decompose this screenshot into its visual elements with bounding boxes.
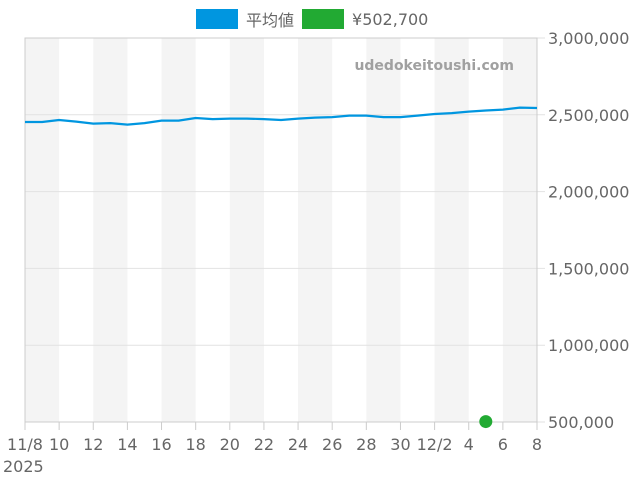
x-tick-label: 4 xyxy=(464,435,474,454)
y-axis: 3,000,000 2,500,000 2,000,000 1,500,000 1,00… xyxy=(548,29,629,432)
background-band xyxy=(229,38,264,422)
y-tick-label: 3,000,000 xyxy=(548,29,629,48)
average-price-line[interactable] xyxy=(25,106,538,126)
background-band xyxy=(25,38,60,422)
plot-border xyxy=(24,37,538,423)
x-tick-label: 22 xyxy=(254,435,274,454)
x-axis-year-label: 2025 xyxy=(3,457,44,476)
x-tick-label: 11/8 xyxy=(7,435,43,454)
x-tick-label: 12 xyxy=(83,435,103,454)
y-tick-label: 1,000,000 xyxy=(548,336,629,355)
legend-swatch-price xyxy=(302,9,345,29)
x-tick-label: 18 xyxy=(185,435,205,454)
price-points xyxy=(479,415,493,429)
background-band xyxy=(161,38,196,422)
legend-label-average: 平均値 xyxy=(246,11,295,30)
x-tick-label: 28 xyxy=(356,435,376,454)
x-tick-label: 26 xyxy=(322,435,342,454)
price-point[interactable] xyxy=(479,415,493,429)
x-tick-label: 14 xyxy=(117,435,137,454)
x-tick-label: 10 xyxy=(49,435,69,454)
legend-label-price: ¥502,700 xyxy=(352,9,429,29)
x-tick-label: 6 xyxy=(498,435,508,454)
background-band xyxy=(502,38,537,422)
y-tick-label: 1,500,000 xyxy=(548,259,629,278)
y-tick-label: 2,000,000 xyxy=(548,183,629,202)
legend-swatch-average xyxy=(196,9,238,29)
legend-item-price[interactable]: ¥502,700 xyxy=(302,9,428,29)
background-band xyxy=(366,38,401,422)
background-band xyxy=(93,38,128,422)
background-band xyxy=(434,38,469,422)
y-tick-label: 2,500,000 xyxy=(548,106,629,125)
x-tick-label: 8 xyxy=(532,435,542,454)
chart-legend: 平均値 ¥502,700 xyxy=(196,8,436,30)
watermark: udedokeitoushi.com xyxy=(354,58,514,74)
x-tick-label: 12/2 xyxy=(417,435,453,454)
y-tick-label: 500,000 xyxy=(548,413,614,432)
x-tick-label: 24 xyxy=(288,435,308,454)
x-tick-label: 30 xyxy=(390,435,410,454)
x-axis: 11/8 10 12 14 16 18 20 22 24 26 28 30 12/2 4 6 8 xyxy=(7,422,542,454)
legend-item-average[interactable]: 平均値 xyxy=(196,7,294,31)
background-bands xyxy=(25,38,537,422)
x-tick-label: 20 xyxy=(220,435,240,454)
x-tick-label: 16 xyxy=(151,435,171,454)
background-band xyxy=(298,38,333,422)
